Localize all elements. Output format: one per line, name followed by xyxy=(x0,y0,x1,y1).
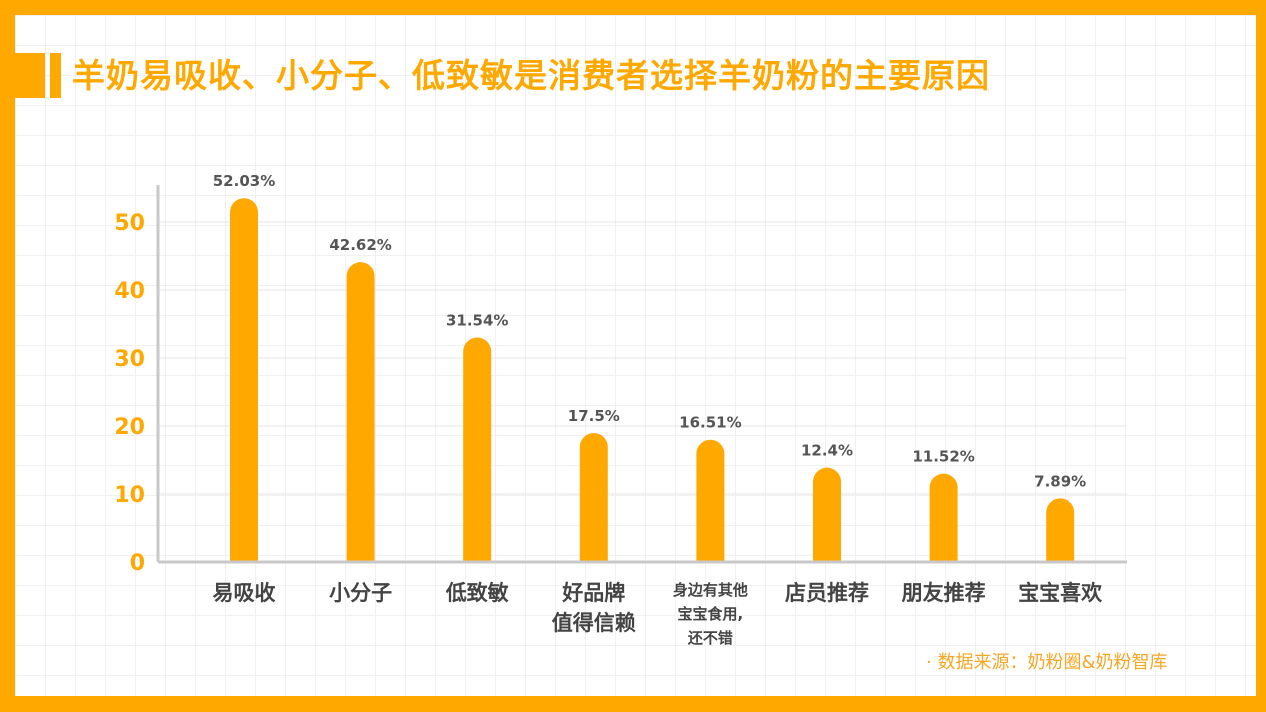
y-tick-label: 10 xyxy=(114,483,145,508)
bar xyxy=(230,198,258,563)
bar xyxy=(813,467,841,562)
bar xyxy=(696,439,725,562)
category-label: 朋友推荐 xyxy=(901,581,986,605)
bar xyxy=(346,262,375,562)
y-tick-label: 50 xyxy=(114,211,145,236)
bar xyxy=(463,337,492,562)
data-source: · 数据来源：奶粉圈&奶粉智库 xyxy=(926,652,1168,673)
data-label: 7.89% xyxy=(1034,472,1086,490)
chart-panel xyxy=(15,15,1256,696)
category-label: 易吸收 xyxy=(212,581,276,605)
y-tick-label: 30 xyxy=(114,347,145,372)
y-tick-label: 20 xyxy=(114,415,145,440)
category-label: 身边有其他 宝宝食用, 还不错 xyxy=(672,581,748,647)
y-tick-label: 40 xyxy=(114,279,145,304)
category-label: 低致敏 xyxy=(445,581,509,605)
category-label: 好品牌 值得信赖 xyxy=(551,581,636,635)
data-label: 11.52% xyxy=(912,448,974,466)
category-label: 小分子 xyxy=(329,581,393,605)
data-label: 16.51% xyxy=(679,414,741,432)
data-label: 31.54% xyxy=(446,312,508,330)
data-label: 17.5% xyxy=(568,407,620,425)
page-title: 羊奶易吸收、小分子、低致敏是消费者选择羊奶粉的主要原因 xyxy=(72,56,990,95)
y-tick-label: 0 xyxy=(130,551,145,576)
data-label: 52.03% xyxy=(213,172,275,190)
title-accent-bar xyxy=(50,53,61,98)
category-label: 店员推荐 xyxy=(785,581,869,605)
data-label: 12.4% xyxy=(801,442,853,460)
bar xyxy=(579,433,608,562)
bar xyxy=(1046,498,1075,562)
bar xyxy=(929,473,958,562)
data-label: 42.62% xyxy=(329,236,391,254)
title-accent-block xyxy=(15,53,45,98)
category-label: 宝宝喜欢 xyxy=(1018,581,1103,605)
